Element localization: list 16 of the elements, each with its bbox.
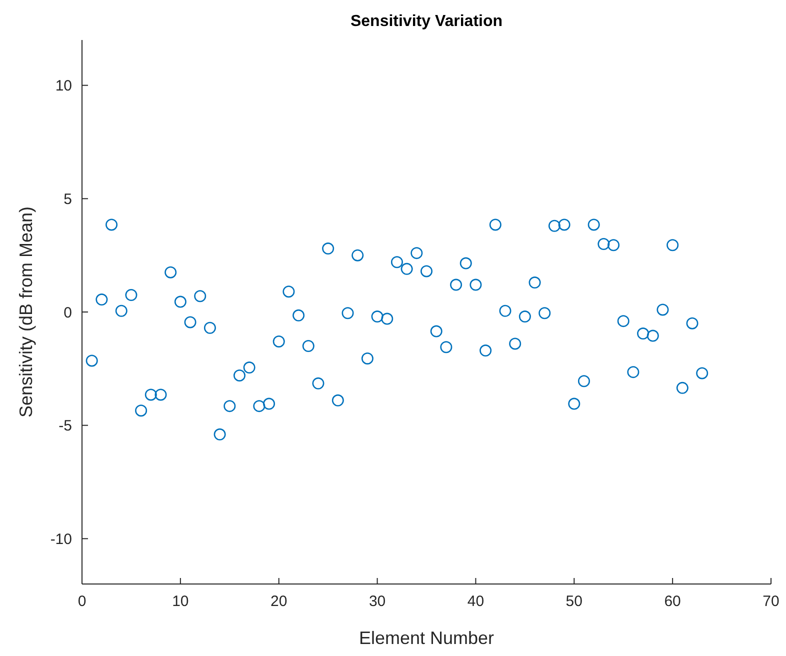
y-tick-label: 0 <box>64 304 72 322</box>
x-tick-label: 60 <box>664 593 681 610</box>
y-axis-title: Sensitivity (dB from Mean) <box>16 206 36 418</box>
x-tick-label: 0 <box>78 593 86 610</box>
chart-title: Sensitivity Variation <box>350 13 503 30</box>
x-tick-label: 70 <box>762 593 780 610</box>
x-tick-label: 20 <box>270 593 288 610</box>
x-tick-label: 50 <box>566 593 582 610</box>
x-tick-label: 10 <box>172 593 189 610</box>
y-tick-label: 5 <box>64 190 72 208</box>
x-tick-label: 30 <box>368 593 386 610</box>
x-tick-label: 40 <box>467 593 484 610</box>
y-tick-label: -10 <box>50 530 72 548</box>
y-tick-label: -5 <box>58 418 72 435</box>
x-axis-title: Element Number <box>358 628 494 648</box>
y-tick-label: 10 <box>55 78 72 95</box>
